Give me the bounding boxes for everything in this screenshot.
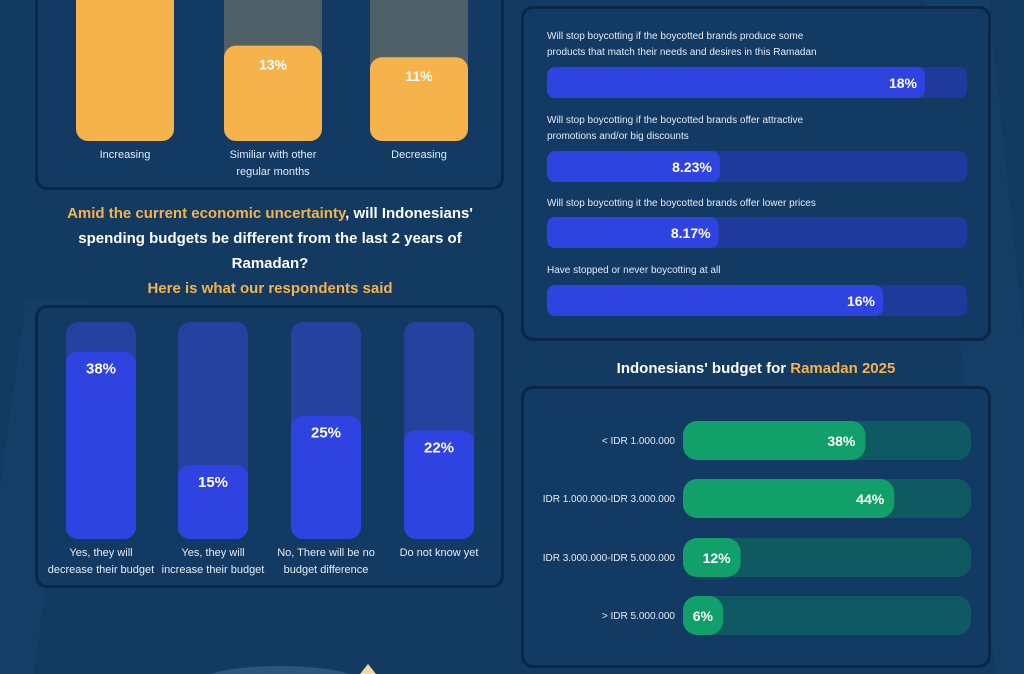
dome-shape	[210, 666, 350, 674]
budget-category-label: IDR 3.000.000-IDR 5.000.000	[543, 553, 676, 564]
boycott-bar	[547, 285, 883, 316]
boycott-chart: Will stop boycotting if the boycotted br…	[547, 31, 967, 316]
question-subtitle: Here is what our respondents said	[147, 280, 393, 297]
budget-bar-value: 44%	[856, 491, 885, 507]
spending-bar-value: 15%	[198, 474, 228, 491]
budget-chart: < IDR 1.000.000 38% IDR 1.000.000-IDR 3.00…	[543, 421, 971, 635]
change-bar	[370, 57, 468, 141]
spending-bar-value: 38%	[86, 361, 116, 378]
spending-category-label: No, There will be no	[277, 547, 375, 559]
spending-category-label: Yes, they will	[69, 547, 132, 559]
budget-category-label: IDR 1.000.000-IDR 3.000.000	[543, 494, 676, 505]
spending-category-label: Do not know yet	[400, 547, 479, 559]
change-category-label: Decreasing	[391, 149, 447, 161]
budget-category-label: > IDR 5.000.000	[602, 611, 676, 622]
question-title: Amid the current economic uncertainty, w…	[40, 201, 500, 301]
question-highlight: Amid the current economic uncertainty	[67, 205, 346, 222]
spending-category-label: increase their budget	[162, 564, 265, 576]
spending-bar-value: 22%	[424, 440, 454, 457]
boycott-bar	[547, 67, 925, 98]
boycott-category-label: Will stop boycotting it the boycotted br…	[547, 198, 816, 209]
boycott-category-label: Will stop boycotting if the boycotted br…	[547, 115, 803, 126]
boycott-category-label: Have stopped or never boycotting at all	[547, 265, 720, 276]
change-bar	[224, 45, 322, 141]
budget-bar-value: 38%	[827, 433, 856, 449]
boycott-bar	[547, 151, 720, 182]
spending-bar	[404, 430, 474, 539]
boycott-category-label: Will stop boycotting if the boycotted br…	[547, 31, 804, 42]
boycott-category-label: products that match their needs and desi…	[547, 47, 817, 58]
budget-title-highlight: Ramadan 2025	[790, 360, 896, 377]
spending-category-label: decrease their budget	[48, 564, 154, 576]
boycott-bar-value: 18%	[889, 75, 918, 91]
budget-bar-track	[683, 538, 971, 577]
boycott-bar-value: 16%	[847, 293, 876, 309]
budget-category-label: < IDR 1.000.000	[602, 436, 676, 447]
change-category-label: regular months	[236, 166, 310, 178]
spending-bar-value: 25%	[311, 425, 341, 442]
question-rest: , will Indonesians' spending budgets be …	[78, 205, 473, 272]
spending-category-label: Yes, they will	[181, 547, 244, 559]
budget-title: Indonesians' budget for Ramadan 2025	[521, 360, 991, 377]
boycott-panel: Will stop boycotting if the boycotted br…	[521, 6, 991, 341]
spending-bar	[66, 351, 136, 539]
budget-panel: < IDR 1.000.000 38% IDR 1.000.000-IDR 3.00…	[521, 386, 991, 668]
change-bar-value: 11%	[405, 68, 433, 84]
change-category-label: Increasing	[100, 149, 151, 161]
spending-panel: 38% Yes, they will decrease their budget 15…	[35, 305, 504, 588]
spending-bar	[291, 415, 361, 539]
budget-bar-value: 6%	[693, 608, 714, 624]
budget-bar	[683, 421, 866, 460]
budget-bar-value: 12%	[703, 550, 732, 566]
budget-bar	[683, 538, 741, 577]
spending-chart: 38% Yes, they will decrease their budget 15…	[48, 322, 479, 576]
spending-bar	[178, 465, 248, 539]
budget-bar	[683, 479, 895, 518]
budget-bar-track	[683, 596, 971, 635]
budget-bar	[683, 596, 723, 635]
boycott-category-label: promotions and/or big discounts	[547, 131, 689, 142]
ornament-shape	[360, 664, 376, 674]
spending-category-label: budget difference	[284, 564, 369, 576]
top-change-panel: Increasing 13% Similiar with other regular …	[35, 0, 504, 190]
change-bar-value: 13%	[259, 57, 288, 73]
boycott-bar	[547, 217, 719, 248]
change-bar	[76, 0, 174, 141]
budget-title-prefix: Indonesians' budget for	[616, 360, 791, 377]
boycott-bar-value: 8.17%	[671, 225, 711, 241]
top-change-chart: Increasing 13% Similiar with other regular …	[76, 0, 468, 178]
boycott-bar-value: 8.23%	[672, 159, 712, 175]
change-category-label: Similiar with other	[230, 149, 317, 161]
bottom-decoration	[210, 664, 376, 674]
